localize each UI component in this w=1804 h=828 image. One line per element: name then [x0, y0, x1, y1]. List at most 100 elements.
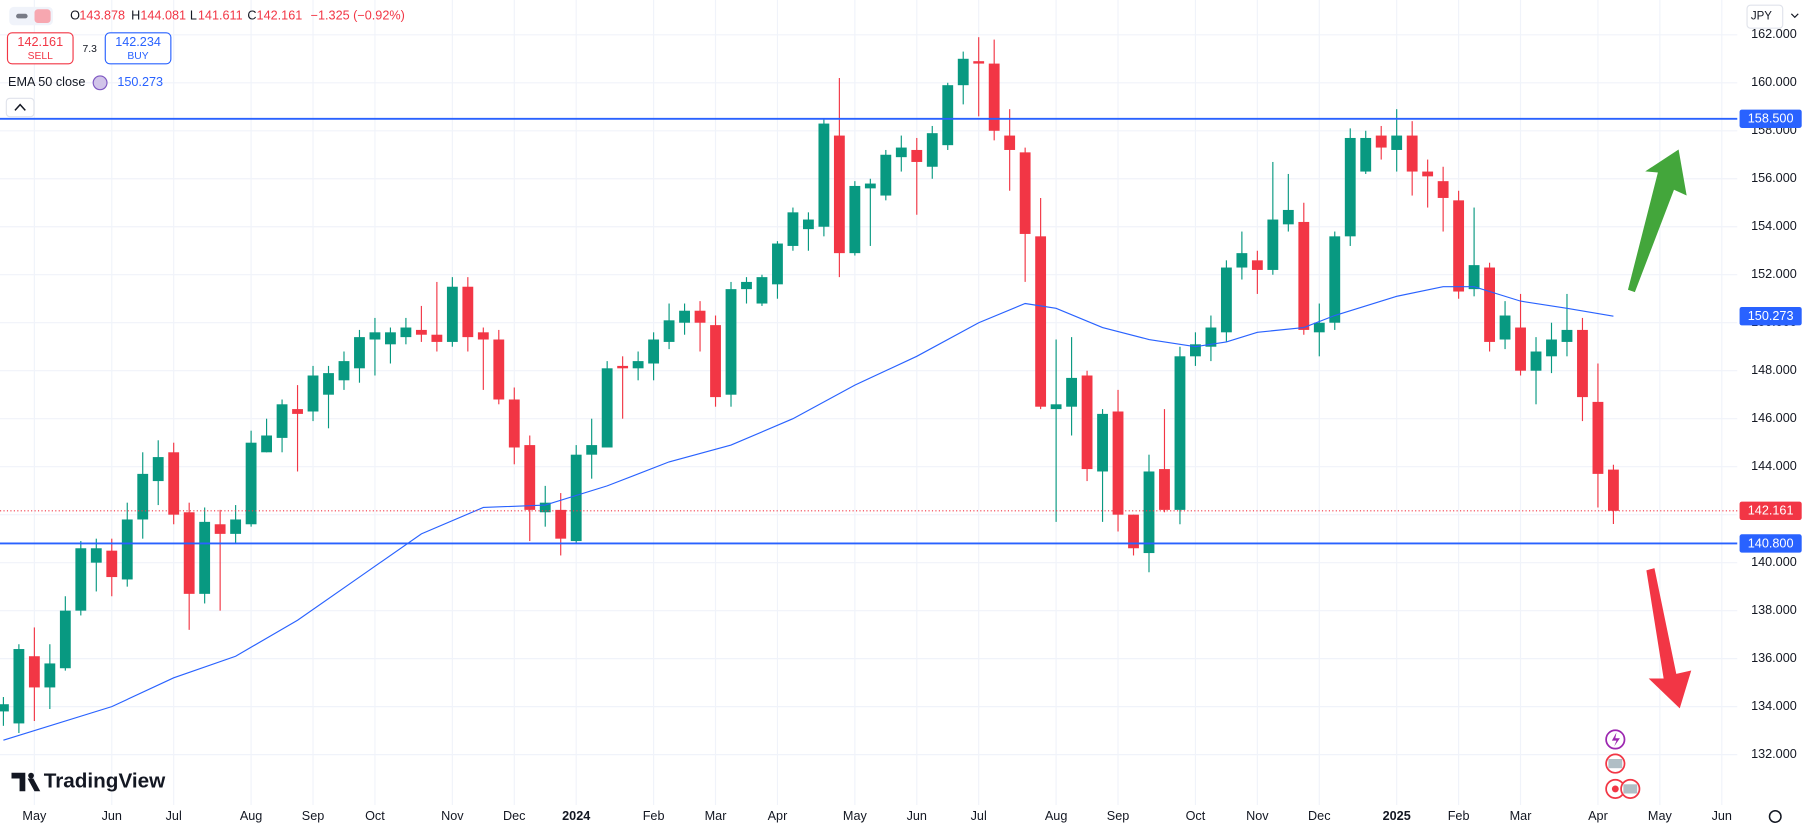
candle-body [1360, 137, 1372, 172]
currency-button[interactable] [1746, 4, 1784, 29]
x-tick-label: Dec [1308, 809, 1330, 823]
candle-body [1190, 344, 1201, 357]
candle-body [261, 435, 273, 453]
candle-body [1035, 236, 1047, 407]
x-tick-label: Nov [441, 809, 464, 823]
x-tick-label: Oct [1186, 809, 1206, 823]
candle-body [75, 548, 87, 611]
icon [1611, 732, 1620, 747]
collapse-button[interactable] [5, 97, 35, 118]
candle-body [772, 243, 783, 285]
price-label-box [1739, 109, 1802, 128]
x-tick-label: Jun [907, 809, 927, 823]
chevron [1790, 13, 1799, 19]
candle-body [431, 334, 443, 342]
down-arrow [1646, 568, 1692, 709]
y-tick-label: 148.000 [1751, 363, 1797, 377]
icon [1623, 784, 1638, 794]
candle-body [13, 649, 25, 724]
candle-body [1004, 135, 1016, 150]
candle-body [1546, 339, 1557, 357]
candle-body [508, 399, 520, 448]
up-arrow [1627, 149, 1687, 293]
candle-body [1251, 260, 1263, 270]
price-label: 140.800 [1748, 536, 1794, 550]
candle-body [1282, 209, 1294, 225]
candle-body [1097, 413, 1108, 472]
settings-button[interactable] [1768, 810, 1782, 823]
logo [11, 772, 41, 792]
icon [16, 13, 28, 19]
x-tick-label: Aug [1045, 809, 1068, 823]
candle-body [168, 452, 180, 515]
buy-label: BUY [127, 51, 148, 62]
candle-body [1205, 327, 1217, 347]
candle-body [1422, 171, 1434, 177]
sell-price: 142.161 [17, 35, 63, 49]
high-label: H [131, 8, 140, 22]
indicator-value: 150.273 [117, 75, 163, 89]
x-tick-label: Feb [643, 809, 665, 823]
x-tick-label: Apr [768, 809, 788, 823]
candle-body [446, 286, 458, 342]
candle-body [880, 154, 892, 196]
watermark: TradingView [44, 769, 166, 792]
candle-body [818, 123, 830, 227]
candle-body [849, 185, 861, 254]
candle-body [570, 454, 582, 542]
candle-body [385, 332, 396, 345]
candle-body [988, 63, 1000, 131]
spread: 7.3 [83, 44, 98, 55]
candle-body [214, 524, 226, 534]
candle-body [864, 183, 876, 189]
x-tick-label: May [843, 809, 868, 823]
ema-line [3, 286, 1614, 741]
candle-body [1468, 265, 1480, 290]
indicator-icon[interactable] [92, 75, 108, 91]
candle-body [648, 339, 660, 364]
candle-body [1313, 322, 1325, 333]
y-tick-label: 134.000 [1751, 699, 1797, 713]
candle-body [1499, 315, 1511, 340]
candle-body [1066, 377, 1078, 407]
buy-button[interactable] [104, 32, 172, 65]
currency: JPY [1751, 11, 1772, 23]
x-tick-label: 2025 [1383, 809, 1411, 823]
x-tick-label: Apr [1588, 809, 1608, 823]
y-tick-label: 136.000 [1751, 651, 1797, 665]
indicator-name: EMA 50 close [8, 75, 85, 89]
candle-body [1174, 356, 1186, 510]
candle-body [942, 85, 954, 146]
candle-body [152, 457, 164, 482]
candle-body [1437, 181, 1449, 198]
y-tick-label: 138.000 [1751, 603, 1797, 617]
candle-body [1530, 351, 1542, 371]
price-label-box [1739, 501, 1802, 521]
x-tick-label: May [22, 809, 47, 823]
y-tick-label: 154.000 [1751, 219, 1797, 233]
candle-body [617, 365, 629, 369]
candle-body [1267, 219, 1279, 270]
close-label: C [247, 8, 256, 22]
candle-body [1608, 469, 1619, 511]
candle-body [679, 310, 690, 323]
candle-body [199, 521, 211, 594]
candle-body [1484, 267, 1495, 342]
candle-body [276, 404, 288, 438]
candle-body [1329, 236, 1341, 323]
y-tick-label: 132.000 [1751, 747, 1797, 761]
candle-body [245, 442, 257, 525]
sell-button[interactable] [6, 32, 74, 65]
candle-body [292, 409, 303, 414]
price-label-box [1739, 534, 1802, 553]
x-tick-label: Mar [705, 809, 727, 823]
logo [28, 772, 34, 779]
low-label: L [190, 8, 197, 22]
candle-body [725, 289, 737, 395]
candle-body [90, 548, 102, 563]
candle-body [1143, 471, 1155, 554]
candle-body [1577, 329, 1588, 398]
candle-body [1391, 135, 1403, 150]
